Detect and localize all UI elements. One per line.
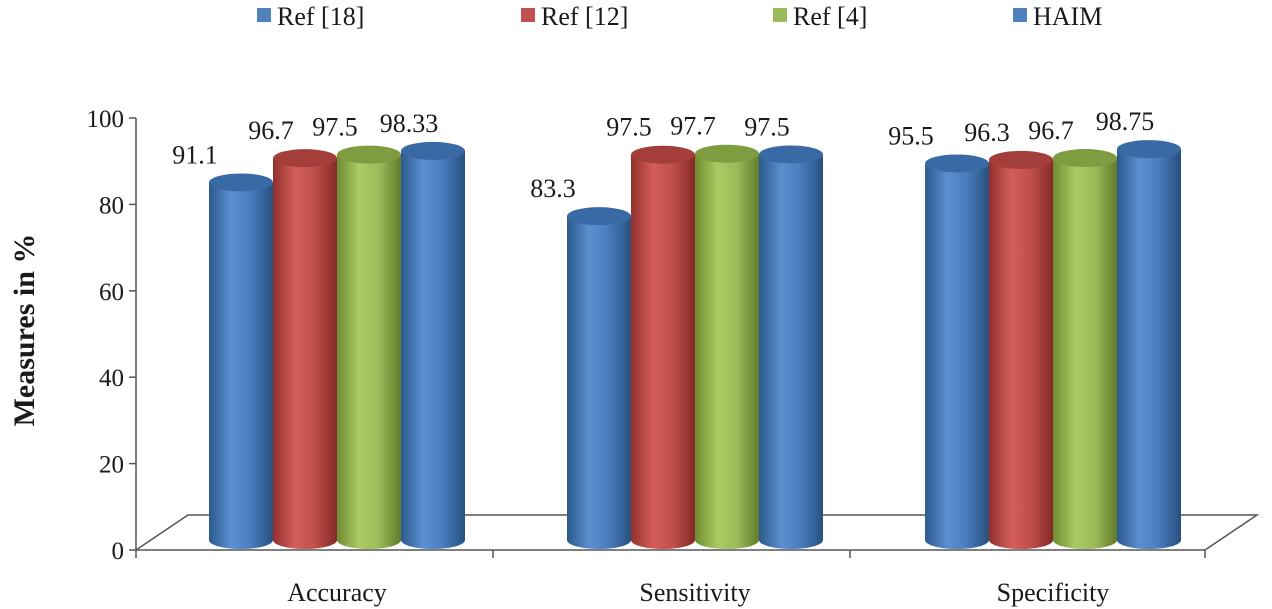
bar: [1117, 140, 1181, 549]
data-label: 91.1: [172, 140, 218, 169]
legend-item: Ref [4]: [773, 2, 867, 31]
legend-label: Ref [18]: [277, 2, 364, 31]
bar: [337, 145, 401, 549]
legend-swatch: [521, 8, 535, 22]
data-label: 97.5: [744, 112, 790, 141]
y-tick-label: 80: [99, 192, 124, 219]
category-labels: Accuracy Sensitivity Specificity: [287, 578, 1109, 607]
legend-item: Ref [18]: [257, 2, 364, 31]
legend-label: HAIM: [1033, 2, 1102, 31]
legend-swatch: [1013, 8, 1027, 22]
category-label: Sensitivity: [639, 578, 750, 607]
bar: [925, 154, 989, 549]
category-label: Accuracy: [287, 578, 387, 607]
data-label: 96.3: [964, 118, 1010, 147]
legend-label: Ref [4]: [793, 2, 867, 31]
bar: [989, 150, 1053, 549]
data-label: 97.7: [670, 112, 716, 141]
bar: [209, 173, 273, 549]
axes: 0 20 40 60 80 100: [87, 106, 1260, 565]
legend-swatch: [257, 8, 271, 22]
bar: [401, 141, 465, 549]
data-label: 95.5: [888, 121, 934, 150]
y-tick-label: 60: [99, 279, 124, 306]
bar: [631, 145, 695, 549]
legend-swatch: [773, 8, 787, 22]
data-label: 98.75: [1096, 107, 1155, 136]
bar: [1053, 149, 1117, 549]
y-tick-label: 100: [87, 106, 125, 133]
legend-item: Ref [12]: [521, 2, 628, 31]
y-tick-label: 40: [99, 365, 124, 392]
bar: [759, 145, 823, 549]
y-axis-title: Measures in %: [8, 234, 41, 427]
bar: [695, 144, 759, 549]
bars: [209, 140, 1181, 550]
bar: [567, 207, 631, 550]
y-tick-label: 0: [112, 538, 125, 565]
data-labels: 91.1 96.7 97.5 98.33 83.3 97.5 97.7 97.5 95.5 96.…: [172, 107, 1154, 203]
y-tick-label: 20: [99, 452, 124, 479]
category-label: Specificity: [997, 578, 1110, 607]
data-label: 96.7: [1028, 116, 1074, 145]
data-label: 98.33: [380, 109, 439, 138]
legend: Ref [18] Ref [12] Ref [4] HAIM: [257, 2, 1102, 31]
data-label: 83.3: [530, 174, 576, 203]
legend-item: HAIM: [1013, 2, 1102, 31]
data-label: 97.5: [312, 113, 358, 142]
data-label: 97.5: [606, 113, 652, 142]
data-label: 96.7: [248, 116, 294, 145]
bar: [273, 149, 337, 549]
legend-label: Ref [12]: [541, 2, 628, 31]
